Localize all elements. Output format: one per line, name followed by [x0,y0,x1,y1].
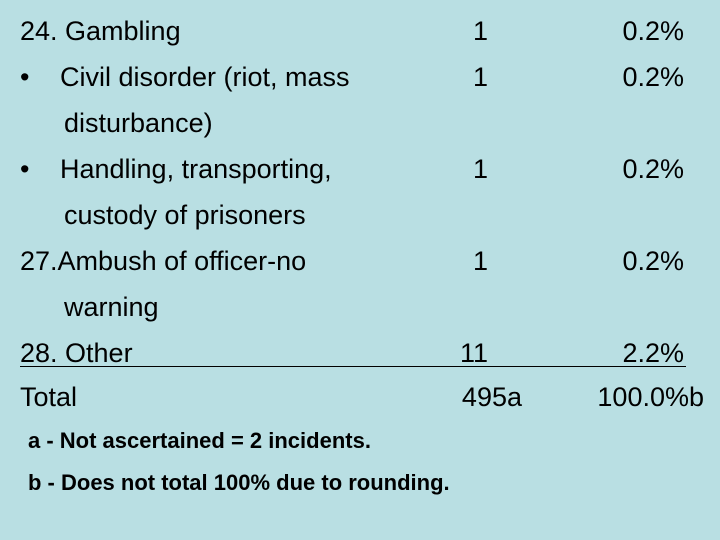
row-count: 1 [472,16,488,46]
row-count: 1 [472,62,488,92]
row-percent: 0.2% [622,62,684,92]
row-percent: 100.0%b [597,382,704,412]
bullet-mark: • [20,62,30,92]
footnote-a: a - Not ascertained = 2 incidents. [28,428,371,453]
table-row: • Civil disorder (riot, mass 1 0.2% [0,54,720,100]
row-label: 27.Ambush of officer-no [20,246,307,276]
row-count: 11 [459,338,488,368]
row-count: 1 [472,154,488,184]
row-label: Handling, transporting, [60,154,332,184]
table-row-continuation: custody of prisoners [0,192,720,238]
row-percent: 0.2% [622,246,684,276]
row-label-continuation: custody of prisoners [64,200,306,230]
row-label: 24. Gambling [20,16,181,46]
table-row-continuation: disturbance) [0,100,720,146]
row-percent: 0.2% [622,154,684,184]
row-percent: 0.2% [622,16,684,46]
table-row-continuation: warning [0,284,720,330]
footnote-b: b - Does not total 100% due to rounding. [28,470,450,495]
bullet-mark: • [20,154,30,184]
row-label: Civil disorder (riot, mass [60,62,350,92]
table-row-total: Total 495a 100.0%b [0,374,720,420]
table-row: 24. Gambling 1 0.2% [0,8,720,54]
row-label: Total [20,382,78,412]
total-divider-line [20,366,686,367]
table-row: 28. Other 11 2.2% [0,330,720,376]
row-label-continuation: disturbance) [64,108,213,138]
table-row: 27.Ambush of officer-no 1 0.2% [0,238,720,284]
table-row: • Handling, transporting, 1 0.2% [0,146,720,192]
row-count: 495a [461,382,522,412]
row-percent: 2.2% [622,338,684,368]
row-label-continuation: warning [64,292,159,322]
row-count: 1 [472,246,488,276]
row-label: 28. Other [20,338,133,368]
